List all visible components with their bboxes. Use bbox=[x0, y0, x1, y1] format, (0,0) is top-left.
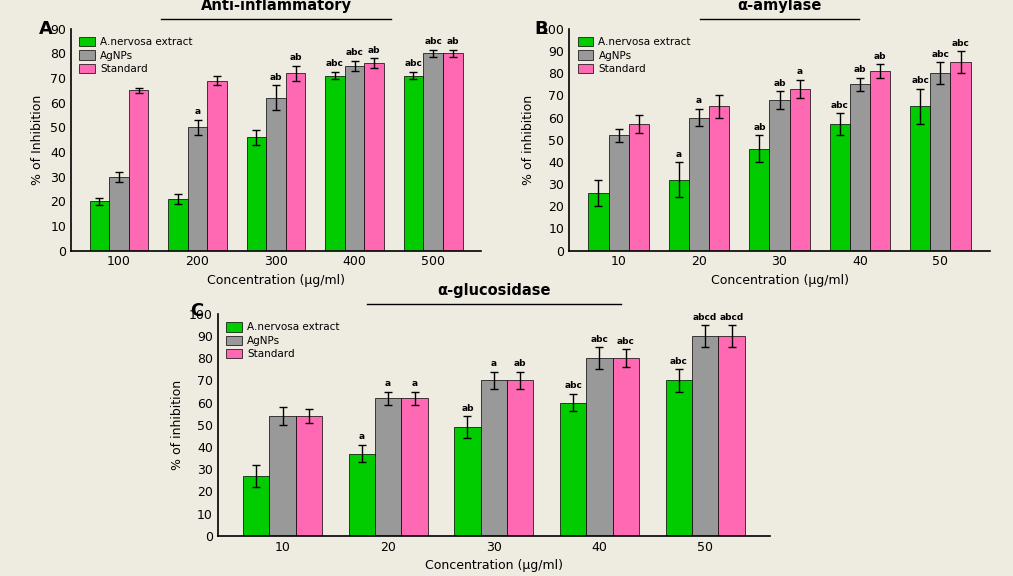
Text: ab: ab bbox=[269, 73, 283, 82]
Bar bbox=[269, 416, 296, 536]
Text: a: a bbox=[359, 433, 365, 441]
Bar bbox=[168, 199, 187, 251]
Bar bbox=[560, 403, 587, 536]
Y-axis label: % of Inhibition: % of Inhibition bbox=[31, 94, 45, 185]
Bar bbox=[443, 54, 463, 251]
Legend: A.nervosa extract, AgNPs, Standard: A.nervosa extract, AgNPs, Standard bbox=[574, 34, 694, 77]
Text: ab: ab bbox=[447, 37, 459, 46]
Bar bbox=[718, 336, 745, 536]
Text: ab: ab bbox=[368, 46, 381, 55]
Bar bbox=[613, 358, 639, 536]
Bar bbox=[508, 380, 534, 536]
Bar bbox=[911, 107, 930, 251]
Bar bbox=[296, 416, 322, 536]
Bar bbox=[348, 454, 375, 536]
Text: abc: abc bbox=[564, 381, 582, 391]
Bar bbox=[850, 84, 870, 251]
Text: ab: ab bbox=[514, 359, 527, 368]
Bar bbox=[454, 427, 480, 536]
Text: a: a bbox=[490, 359, 497, 368]
Bar bbox=[870, 71, 890, 251]
Text: abcd: abcd bbox=[693, 313, 717, 321]
Bar bbox=[480, 380, 508, 536]
Text: ab: ab bbox=[874, 52, 886, 61]
Text: B: B bbox=[535, 20, 548, 38]
Bar bbox=[286, 73, 306, 251]
Bar bbox=[109, 177, 129, 251]
Text: α-glucosidase: α-glucosidase bbox=[437, 283, 551, 298]
Bar bbox=[629, 124, 648, 251]
Bar bbox=[692, 336, 718, 536]
Bar bbox=[375, 398, 401, 536]
Bar bbox=[325, 75, 344, 251]
Legend: A.nervosa extract, AgNPs, Standard: A.nervosa extract, AgNPs, Standard bbox=[223, 319, 342, 362]
Text: Anti-inflammatory: Anti-inflammatory bbox=[201, 0, 352, 13]
Text: a: a bbox=[696, 96, 702, 105]
Bar bbox=[208, 81, 227, 251]
Text: a: a bbox=[676, 150, 682, 158]
Bar bbox=[344, 66, 365, 251]
X-axis label: Concentration (μg/ml): Concentration (μg/ml) bbox=[424, 559, 563, 572]
Text: abc: abc bbox=[912, 77, 929, 85]
Bar bbox=[666, 380, 692, 536]
Bar bbox=[830, 124, 850, 251]
Bar bbox=[930, 73, 950, 251]
Text: ab: ab bbox=[753, 123, 766, 132]
X-axis label: Concentration (μg/ml): Concentration (μg/ml) bbox=[710, 274, 849, 287]
Bar bbox=[89, 201, 109, 251]
Bar bbox=[266, 98, 286, 251]
Y-axis label: % of inhibition: % of inhibition bbox=[170, 380, 183, 470]
Legend: A.nervosa extract, AgNPs, Standard: A.nervosa extract, AgNPs, Standard bbox=[76, 34, 196, 77]
Bar bbox=[129, 90, 149, 251]
Bar bbox=[246, 137, 266, 251]
Bar bbox=[709, 107, 729, 251]
Text: ab: ab bbox=[290, 53, 302, 62]
Text: α-amylase: α-amylase bbox=[737, 0, 822, 13]
Bar bbox=[770, 100, 789, 251]
Bar bbox=[789, 89, 809, 251]
Bar bbox=[609, 135, 629, 251]
Bar bbox=[403, 75, 423, 251]
Text: abc: abc bbox=[951, 39, 969, 48]
Bar bbox=[423, 54, 443, 251]
Text: abc: abc bbox=[424, 37, 442, 46]
Text: a: a bbox=[411, 379, 417, 388]
Bar bbox=[401, 398, 427, 536]
Bar bbox=[750, 149, 770, 251]
Y-axis label: % of inhibition: % of inhibition bbox=[522, 94, 535, 185]
Text: abc: abc bbox=[617, 337, 635, 346]
Bar bbox=[243, 476, 269, 536]
Text: A: A bbox=[38, 20, 53, 38]
Text: abc: abc bbox=[404, 59, 422, 68]
Bar bbox=[587, 358, 613, 536]
Bar bbox=[669, 180, 689, 251]
Bar bbox=[689, 118, 709, 251]
X-axis label: Concentration (μg/ml): Concentration (μg/ml) bbox=[207, 274, 345, 287]
Text: abc: abc bbox=[591, 335, 609, 344]
Text: ab: ab bbox=[854, 65, 866, 74]
Text: a: a bbox=[385, 379, 391, 388]
Text: C: C bbox=[190, 302, 204, 320]
Bar bbox=[187, 127, 208, 251]
Text: abc: abc bbox=[932, 50, 949, 59]
Bar bbox=[589, 193, 609, 251]
Bar bbox=[950, 62, 970, 251]
Text: abcd: abcd bbox=[719, 313, 744, 321]
Text: ab: ab bbox=[461, 404, 474, 412]
Text: abc: abc bbox=[670, 357, 688, 366]
Text: abc: abc bbox=[831, 101, 849, 110]
Text: abc: abc bbox=[326, 59, 343, 68]
Text: abc: abc bbox=[345, 48, 364, 57]
Text: ab: ab bbox=[773, 78, 786, 88]
Text: a: a bbox=[796, 67, 802, 77]
Text: a: a bbox=[194, 107, 201, 116]
Bar bbox=[365, 63, 384, 251]
